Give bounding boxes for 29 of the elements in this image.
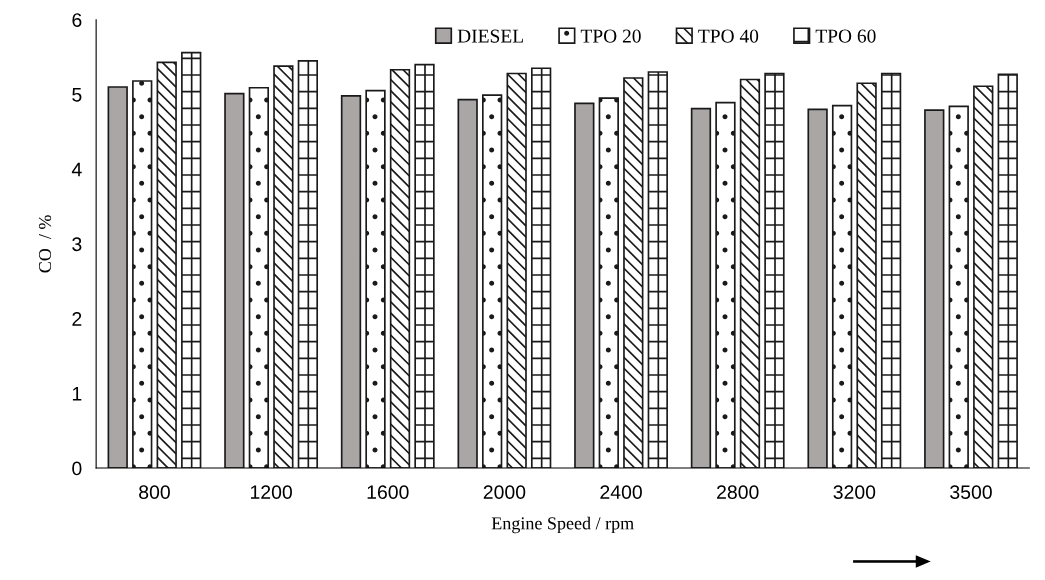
x-tick-label: 1600	[367, 485, 409, 500]
legend-label: DIESEL	[457, 29, 523, 43]
y-axis-title: CO / %	[38, 215, 52, 273]
bar	[457, 98, 478, 469]
x-tick-label: 3200	[833, 485, 876, 500]
bar	[924, 109, 945, 469]
bar	[107, 86, 128, 469]
bar	[340, 95, 362, 469]
y-tick-label: 5	[72, 88, 82, 102]
y-tick-label: 4	[71, 162, 82, 177]
legend-label: TPO 60	[815, 29, 876, 43]
x-axis-title: Engine Speed / rpm	[491, 516, 634, 534]
legend-label: TPO 40	[698, 29, 759, 43]
y-tick-label: 3	[72, 237, 82, 252]
y-tick-label: 2	[72, 312, 82, 326]
x-tick-label: 2000	[483, 485, 526, 500]
y-tick-label: 0	[72, 461, 82, 476]
x-tick-label: 1200	[250, 485, 292, 500]
y-tick-label: 1	[72, 387, 82, 401]
bar	[574, 102, 595, 469]
y-tick-label: 6	[72, 13, 82, 27]
x-tick-label: 2800	[717, 485, 759, 500]
x-tick-label: 3500	[950, 485, 992, 500]
legend-label: TPO 20	[580, 29, 641, 43]
x-tick-label: 800	[139, 485, 170, 500]
bar	[690, 107, 712, 469]
x-tick-label: 2400	[600, 485, 642, 500]
bar	[807, 108, 828, 469]
bar	[224, 92, 245, 469]
